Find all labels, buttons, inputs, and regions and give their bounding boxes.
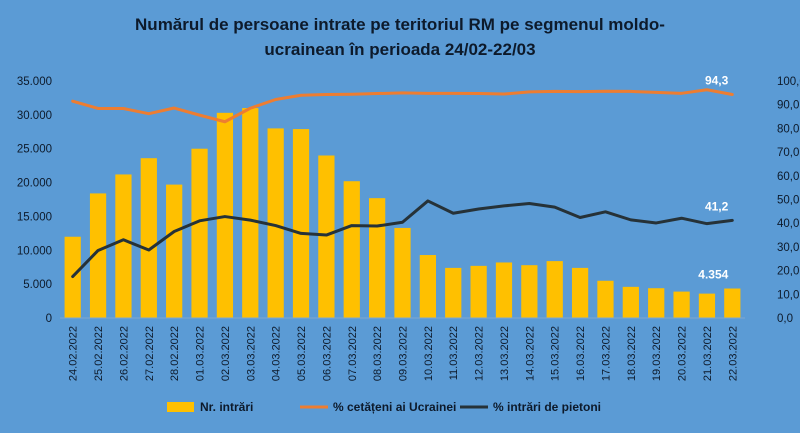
x-tick-label: 04.03.2022	[271, 326, 283, 381]
left-axis-ticks: 0 5.000 10.000 15.000 20.000 25.000 30.000 35.0…	[17, 76, 52, 325]
bar-17.03.2022	[597, 280, 614, 318]
y-right-tick-label: 80,0	[777, 123, 799, 135]
bar-22.03.2022	[724, 288, 741, 318]
annotation-cetateni-ai-ucrainei: 94,3	[705, 74, 729, 88]
annotation-intrari-de-pietoni: 41,2	[705, 199, 729, 213]
x-tick-label: 18.03.2022	[626, 326, 638, 381]
x-tick-label: 06.03.2022	[321, 326, 333, 381]
y-right-tick-label: 90,0	[777, 100, 799, 112]
bar-06.03.2022	[318, 155, 335, 318]
x-tick-label: 27.02.2022	[144, 326, 156, 381]
data-annotations: 94,3 41,2 4.354	[698, 74, 728, 282]
x-tick-label: 07.03.2022	[347, 326, 359, 381]
x-tick-label: 17.03.2022	[600, 326, 612, 381]
bar-03.03.2022	[242, 108, 259, 318]
legend-label-cetateni-ai-ucrainei: % cetățeni ai Ucrainei	[333, 400, 456, 414]
bar-14.03.2022	[521, 265, 538, 318]
y-right-tick-label: 60,0	[777, 171, 799, 183]
legend-swatch-nr-intrari	[167, 402, 194, 412]
y-left-tick-label: 15.000	[17, 211, 52, 223]
line-cetateni-ai-ucrainei	[71, 88, 734, 124]
bar-27.02.2022	[140, 158, 157, 318]
y-left-tick-label: 20.000	[17, 178, 52, 190]
legend-label-intrari-de-pietoni: % intrări de pietoni	[493, 400, 601, 414]
bar-11.03.2022	[445, 267, 462, 318]
annotation-nr-intrari: 4.354	[698, 268, 728, 282]
bar-08.03.2022	[369, 198, 386, 318]
x-tick-label: 24.02.2022	[68, 326, 80, 381]
x-tick-label: 15.03.2022	[550, 326, 562, 381]
line-intrari-de-pietoni	[71, 199, 734, 279]
y-right-tick-label: 100,0	[777, 76, 800, 88]
bar-18.03.2022	[622, 286, 639, 318]
chart-title-line-2: ucrainean în perioada 24/02-22/03	[264, 40, 535, 59]
y-left-tick-label: 10.000	[17, 245, 52, 257]
x-tick-label: 16.03.2022	[575, 326, 587, 381]
x-tick-label: 26.02.2022	[118, 326, 130, 381]
y-left-tick-label: 30.000	[17, 110, 52, 122]
y-right-tick-label: 20,0	[777, 266, 799, 278]
bar-26.02.2022	[115, 174, 132, 318]
y-right-tick-label: 40,0	[777, 218, 799, 230]
x-tick-label: 03.03.2022	[245, 326, 257, 381]
y-left-tick-label: 5.000	[23, 279, 52, 291]
y-right-tick-label: 10,0	[777, 289, 799, 301]
bar-12.03.2022	[470, 265, 487, 318]
y-left-tick-label: 25.000	[17, 144, 52, 156]
bar-13.03.2022	[495, 262, 513, 318]
bar-09.03.2022	[394, 227, 411, 318]
x-tick-label: 25.02.2022	[93, 326, 105, 381]
x-tick-label: 21.03.2022	[702, 326, 714, 381]
y-right-tick-label: 30,0	[777, 242, 799, 254]
x-tick-label: 09.03.2022	[398, 326, 410, 381]
bar-20.03.2022	[673, 291, 690, 318]
legend: Nr. intrări % cetățeni ai Ucrainei % intră…	[167, 400, 601, 414]
y-right-tick-label: 70,0	[777, 147, 799, 159]
x-tick-label: 11.03.2022	[448, 326, 460, 380]
bar-05.03.2022	[292, 129, 310, 318]
x-tick-label: 14.03.2022	[524, 326, 536, 381]
y-right-tick-label: 50,0	[777, 195, 799, 207]
x-tick-label: 08.03.2022	[372, 326, 384, 381]
x-tick-label: 05.03.2022	[296, 326, 308, 381]
legend-label-nr-intrari: Nr. intrări	[200, 400, 253, 414]
x-tick-label: 10.03.2022	[423, 326, 435, 381]
right-axis-ticks: 0,0 10,0 20,0 30,0 40,0 50,0 60,0 70,0 80,0 90,0 1…	[777, 76, 800, 325]
x-tick-label: 22.03.2022	[727, 326, 739, 381]
bar-07.03.2022	[343, 181, 360, 318]
bar-10.03.2022	[419, 255, 436, 318]
bar-15.03.2022	[546, 261, 563, 318]
y-left-tick-label: 35.000	[17, 76, 52, 88]
bar-21.03.2022	[698, 293, 716, 318]
chart-title-line-1: Numărul de persoane intrate pe teritoriu…	[135, 15, 665, 34]
x-tick-label: 20.03.2022	[677, 326, 689, 381]
x-tick-label: 12.03.2022	[474, 326, 486, 381]
y-right-tick-label: 0,0	[777, 313, 793, 325]
bar-16.03.2022	[571, 267, 589, 318]
bar-04.03.2022	[267, 128, 284, 318]
bar-28.02.2022	[166, 184, 183, 318]
x-tick-label: 13.03.2022	[499, 326, 511, 381]
x-tick-label: 28.02.2022	[169, 326, 181, 381]
x-tick-label: 02.03.2022	[220, 326, 232, 381]
x-axis-ticks: 24.02.2022 25.02.2022 26.02.2022 27.02.2022…	[68, 326, 740, 381]
bar-01.03.2022	[191, 148, 208, 318]
bar-series	[64, 108, 741, 318]
y-left-tick-label: 0	[46, 313, 52, 325]
bar-19.03.2022	[648, 288, 665, 318]
line-series	[71, 88, 734, 279]
bar-25.02.2022	[89, 193, 107, 318]
x-tick-label: 19.03.2022	[651, 326, 663, 381]
x-tick-label: 01.03.2022	[195, 326, 207, 381]
